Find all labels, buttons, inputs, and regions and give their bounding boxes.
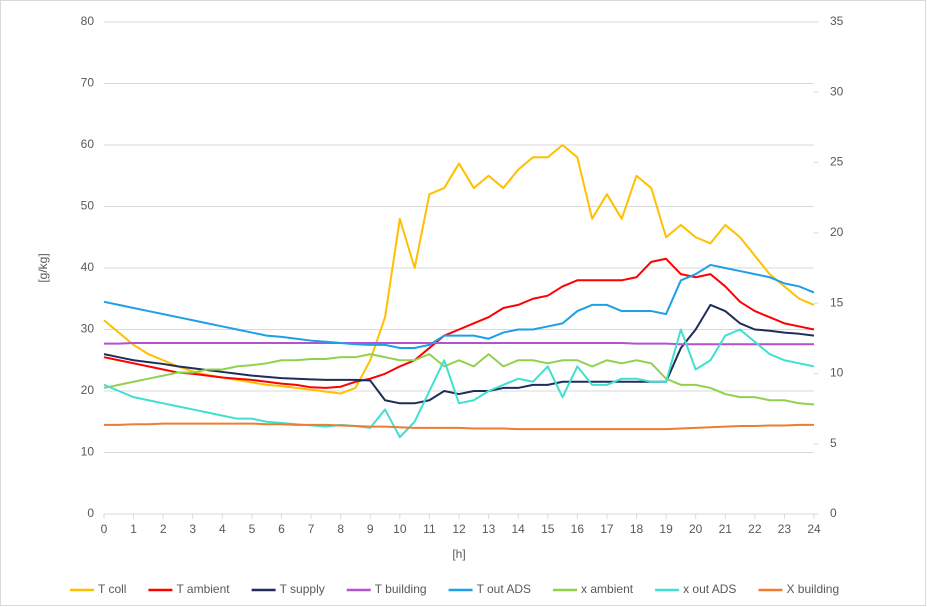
series-line [103, 328, 815, 439]
series-line [103, 303, 815, 405]
series-line [103, 263, 815, 349]
x-tick-label: 19 [659, 522, 673, 536]
y-tick-label: 60 [81, 137, 95, 151]
x-tick-label: 18 [630, 522, 644, 536]
x-tick-label: 16 [571, 522, 585, 536]
x-tick-label: 4 [219, 522, 226, 536]
x-tick-label: 22 [748, 522, 762, 536]
x-tick-label: 13 [482, 522, 496, 536]
y-axis-label: [g/kg] [36, 253, 50, 282]
legend-label: T coll [98, 582, 126, 596]
x-tick-label: 10 [393, 522, 407, 536]
x-tick-label: 20 [689, 522, 703, 536]
x-tick-label: 12 [452, 522, 466, 536]
x-axis-label: [h] [452, 547, 465, 561]
y2-tick-label: 15 [830, 295, 844, 309]
series-line [104, 342, 814, 346]
series-line [103, 353, 815, 406]
y2-tick-label: 30 [830, 84, 844, 98]
series-line [104, 422, 814, 431]
y2-tick-label: 35 [830, 14, 844, 28]
y-tick-label: 30 [81, 322, 95, 336]
x-tick-label: 9 [367, 522, 374, 536]
x-tick-label: 7 [308, 522, 315, 536]
x-tick-label: 1 [130, 522, 137, 536]
y-tick-label: 50 [81, 199, 95, 213]
y-tick-label: 40 [81, 260, 95, 274]
legend-label: T supply [280, 582, 325, 596]
y-tick-label: 10 [81, 445, 95, 459]
y-tick-label: 20 [81, 383, 95, 397]
legend-label: x ambient [581, 582, 634, 596]
legend-label: x out ADS [683, 582, 736, 596]
y2-tick-label: 20 [830, 225, 844, 239]
y2-tick-label: 5 [830, 436, 837, 450]
legend-label: T out ADS [477, 582, 531, 596]
x-tick-label: 3 [189, 522, 196, 536]
y-tick-label: 80 [81, 14, 95, 28]
y2-tick-label: 25 [830, 155, 844, 169]
x-tick-label: 23 [778, 522, 792, 536]
x-tick-label: 2 [160, 522, 167, 536]
x-tick-label: 17 [600, 522, 614, 536]
y2-tick-label: 10 [830, 366, 844, 380]
x-tick-label: 8 [337, 522, 344, 536]
x-tick-label: 6 [278, 522, 285, 536]
x-tick-label: 21 [719, 522, 733, 536]
x-tick-label: 5 [249, 522, 256, 536]
x-tick-label: 15 [541, 522, 555, 536]
x-tick-label: 24 [807, 522, 821, 536]
legend-label: T ambient [176, 582, 230, 596]
y-tick-label: 0 [87, 506, 94, 520]
x-tick-label: 11 [423, 522, 436, 536]
x-tick-label: 14 [511, 522, 525, 536]
legend-label: T building [375, 582, 427, 596]
series-line [103, 257, 815, 389]
legend-label: X building [786, 582, 839, 596]
x-tick-label: 0 [101, 522, 108, 536]
y2-tick-label: 0 [830, 506, 837, 520]
y-tick-label: 70 [81, 76, 95, 90]
